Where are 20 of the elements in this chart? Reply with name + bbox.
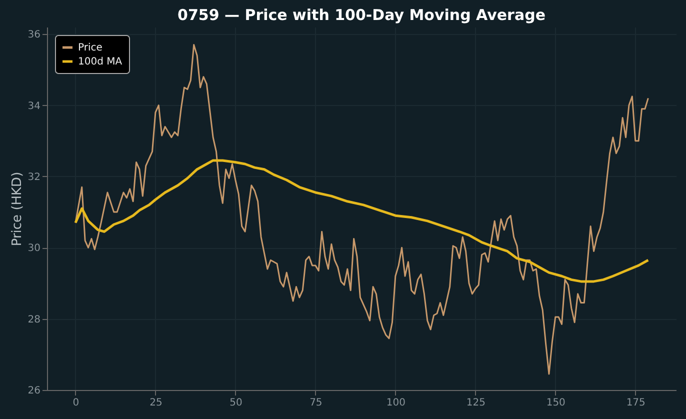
x-tick-label: 0	[72, 398, 80, 408]
x-tick-label: 50	[230, 398, 242, 408]
x-tick-label: 175	[626, 398, 646, 408]
x-tick-label: 150	[546, 398, 566, 408]
x-tick-label: 125	[466, 398, 486, 408]
y-tick-label: 34	[28, 100, 40, 112]
y-tick-label: 36	[28, 30, 40, 41]
y-axis-title: Price (HKD)	[10, 172, 25, 246]
line-series	[74, 44, 649, 375]
chart-title: 0759 — Price with 100-Day Moving Average	[178, 6, 546, 24]
x-tick-label: 100	[386, 398, 406, 408]
legend-label: Price	[78, 42, 102, 54]
x-tick-label: 75	[310, 398, 322, 408]
legend-label: 100d MA	[78, 56, 122, 68]
y-tick-label: 30	[28, 243, 40, 254]
line-series	[74, 159, 650, 283]
y-tick-label: 28	[28, 314, 40, 326]
y-tick-label: 26	[28, 386, 40, 396]
y-tick-label: 32	[28, 172, 40, 183]
x-tick-label: 25	[150, 398, 162, 408]
